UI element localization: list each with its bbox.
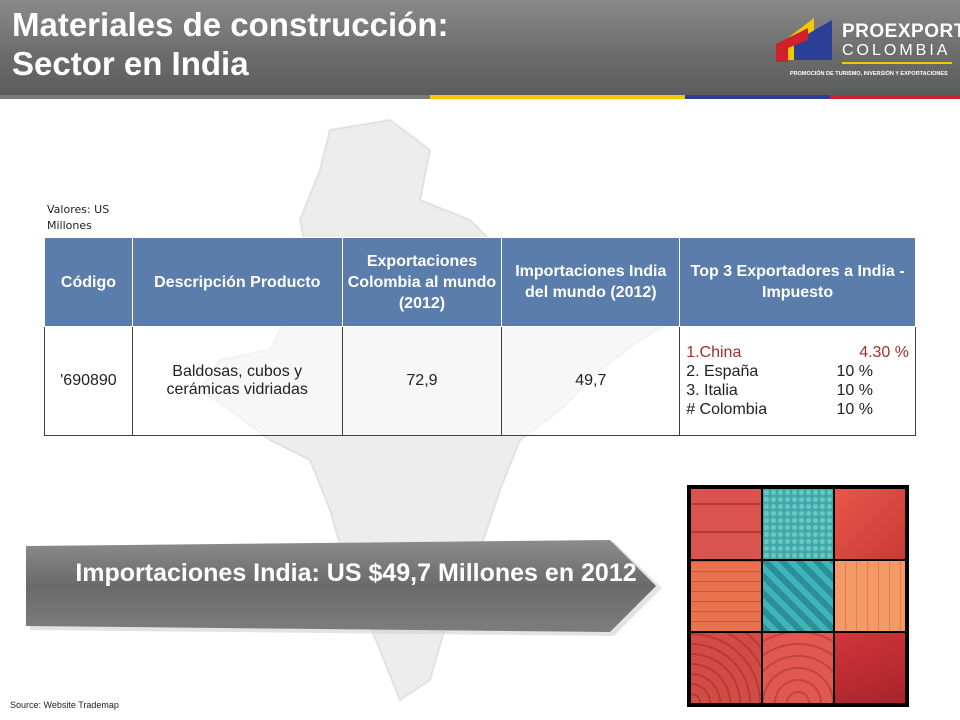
header-imports-india: Importaciones India del mundo (2012) [501, 237, 681, 327]
top3-country: 3. Italia [686, 382, 738, 399]
cell-top3: 1.China 4.30 % 2. España 10 % 3. Italia … [679, 326, 916, 436]
top3-country: # Colombia [686, 401, 768, 418]
top3-tariff: 10 % [836, 382, 873, 399]
proexport-logo: PROEXPORT COLOMBIA PROMOCIÓN DE TURISMO,… [770, 8, 960, 88]
cell-imports-india: 49,7 [501, 326, 681, 436]
banner-arrow-shape [26, 540, 662, 636]
top3-item: 1.China 4.30 % [686, 343, 909, 362]
top3-tariff: 10 % [836, 363, 873, 380]
logo-name: PROEXPORT [842, 21, 960, 42]
title-line-1: Materiales de construcción: [12, 6, 449, 43]
page-title: Materiales de construcción: Sector en In… [12, 5, 448, 83]
table-header-row: Código Descripción Producto Exportacione… [44, 237, 916, 327]
logo-tagline: PROMOCIÓN DE TURISMO, INVERSIÓN Y EXPORT… [790, 71, 948, 77]
top3-item: # Colombia 10 % [686, 400, 909, 419]
logo-mark-icon [776, 18, 832, 62]
header-description: Descripción Producto [131, 237, 343, 327]
top3-country: 1.China [686, 344, 742, 361]
header-exports-colombia: Exportaciones Colombia al mundo (2012) [341, 237, 503, 327]
ceramic-tiles-photo [687, 485, 909, 707]
top3-item: 3. Italia 10 % [686, 381, 909, 400]
title-line-2: Sector en India [12, 45, 249, 82]
header-bar: Materiales de construcción: Sector en In… [0, 0, 960, 95]
top3-tariff: 10 % [836, 401, 873, 418]
cell-exports-colombia: 72,9 [341, 326, 503, 436]
flag-strip [0, 95, 960, 99]
header-top3: Top 3 Exportadores a India - Impuesto [679, 237, 916, 327]
imports-banner: Importaciones India: US $49,7 Millones e… [26, 540, 666, 638]
logo-underline [842, 62, 952, 64]
units-note: Valores: US Millones [47, 203, 110, 232]
top3-country: 2. España [686, 363, 759, 380]
trade-table: Código Descripción Producto Exportacione… [44, 237, 916, 436]
cell-description: Baldosas, cubos y cerámicas vidriadas [131, 326, 343, 436]
top3-tariff: 4.30 % [859, 344, 909, 361]
top3-item: 2. España 10 % [686, 362, 909, 381]
source-note: Source: Website Trademap [10, 700, 119, 710]
header-code: Código [44, 237, 133, 327]
logo-country: COLOMBIA [842, 42, 951, 59]
banner-text: Importaciones India: US $49,7 Millones e… [75, 559, 637, 587]
table-row: '690890 Baldosas, cubos y cerámicas vidr… [44, 326, 916, 436]
cell-code: '690890 [44, 326, 133, 436]
